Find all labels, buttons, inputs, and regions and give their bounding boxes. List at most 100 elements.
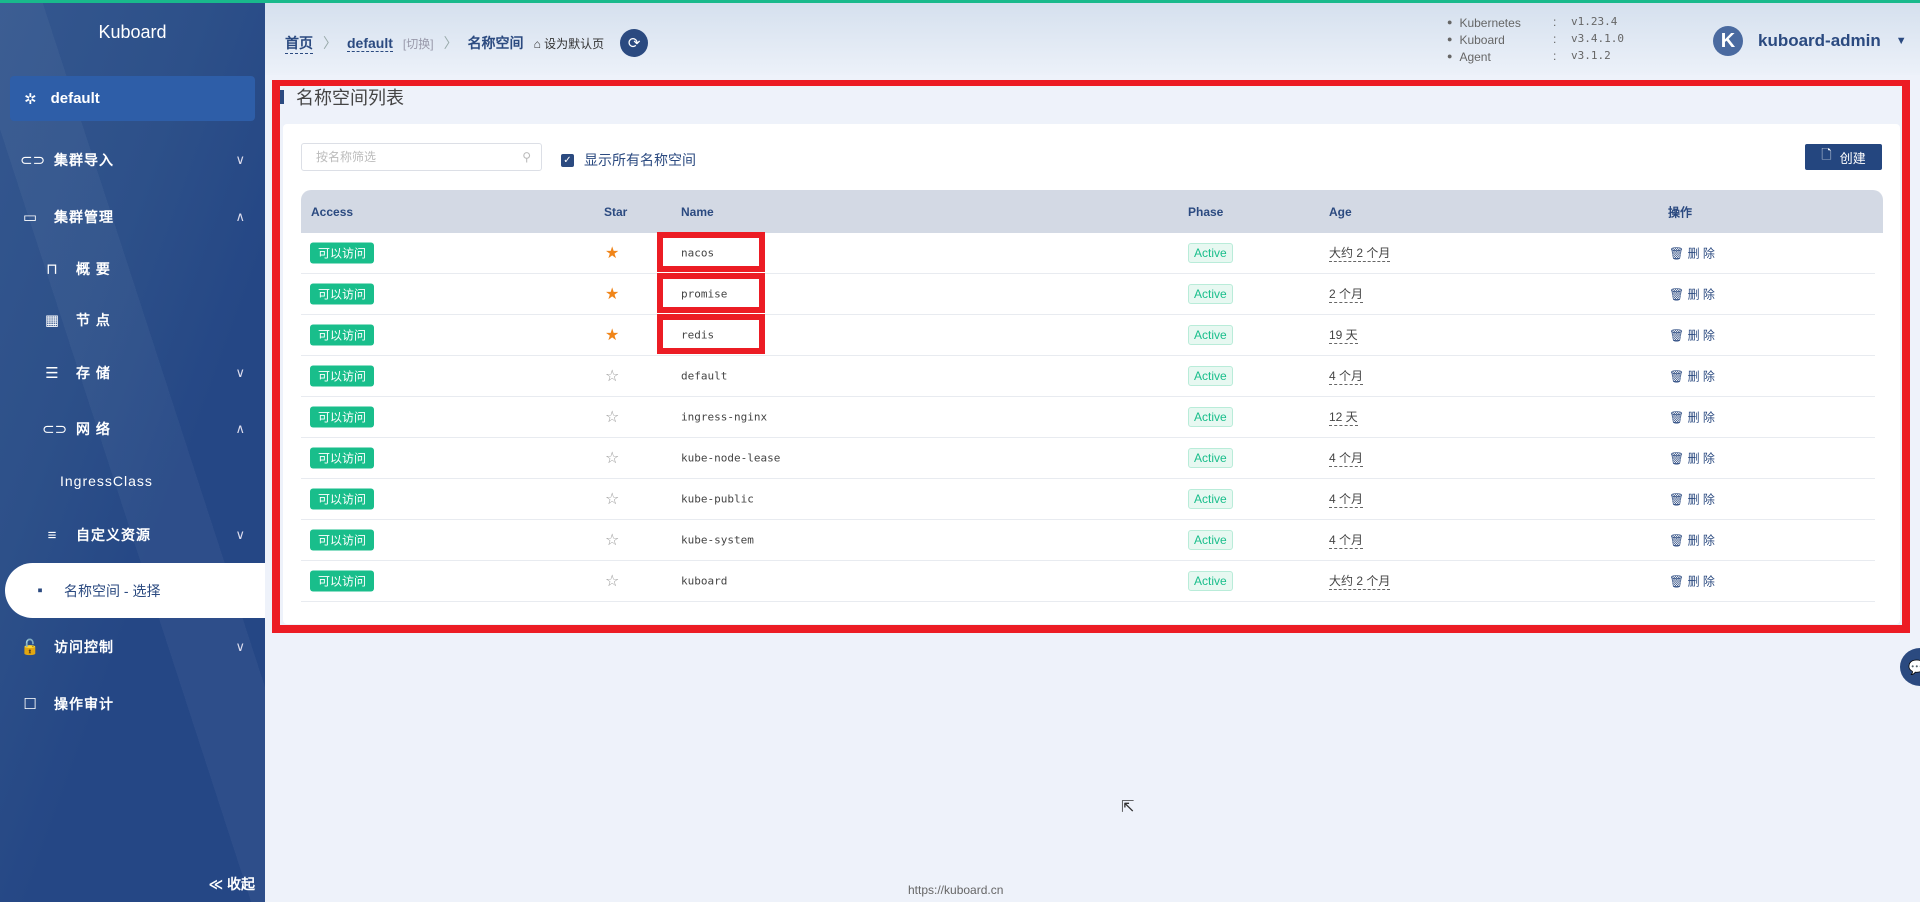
top-accent-line — [0, 0, 1920, 3]
star-outline-icon[interactable]: ☆ — [605, 368, 620, 385]
version-value: v3.4.1.0 — [1571, 32, 1624, 45]
namespace-name[interactable]: kube-public — [681, 492, 754, 506]
sidebar-item[interactable]: IngressClass — [0, 461, 265, 501]
sidebar-item[interactable]: ▭ 集群管理 ∧ — [0, 197, 265, 237]
phase-badge: Active — [1188, 243, 1233, 263]
sidebar-item[interactable]: ▦ 节 点 — [0, 300, 265, 340]
sidebar-item[interactable]: ≡ 自定义资源 ∨ — [0, 515, 265, 555]
delete-button[interactable]: 🗑 删 除 — [1669, 246, 1715, 261]
access-badge: 可以访问 — [310, 488, 375, 510]
name-filter-input[interactable]: 按名称筛选 ⚲ — [301, 143, 542, 171]
refresh-button[interactable]: ⟳ — [620, 29, 649, 57]
age-value: 19 天 — [1329, 328, 1358, 344]
table-row: 可以访问 ☆ kube-system Active 4 个月 🗑 删 除 — [301, 520, 1875, 561]
phase-badge: Active — [1188, 571, 1233, 591]
table-row: 可以访问 ☆ kube-public Active 4 个月 🗑 删 除 — [301, 479, 1875, 520]
namespace-name[interactable]: ingress-nginx — [681, 410, 768, 424]
star-outline-icon[interactable]: ☆ — [605, 532, 620, 549]
version-row: Kubernetes: v1.23.4 — [1447, 14, 1624, 31]
namespace-name[interactable]: kube-system — [681, 533, 754, 547]
delete-button[interactable]: 🗑 删 除 — [1669, 492, 1715, 507]
col-name: Name — [681, 204, 714, 219]
gear-icon: ✲ — [24, 90, 37, 108]
sidebar-item-label: 存 储 — [76, 365, 111, 381]
switch-namespace-link[interactable]: [切换] — [402, 36, 434, 51]
sidebar-item[interactable]: 🔓 访问控制 ∨ — [0, 627, 265, 667]
sidebar-item[interactable]: ▪ 名称空间 - 选择 — [5, 563, 265, 618]
delete-button[interactable]: 🗑 删 除 — [1669, 410, 1715, 425]
star-filled-icon[interactable]: ★ — [605, 245, 620, 262]
sidebar-item-label: IngressClass — [60, 473, 153, 489]
collapse-button[interactable]: ≪ 收起 — [208, 876, 255, 892]
delete-button[interactable]: 🗑 删 除 — [1669, 533, 1715, 548]
version-value: v3.1.2 — [1571, 49, 1611, 62]
namespace-name[interactable]: kuboard — [681, 574, 728, 588]
namespace-selector[interactable]: ✲ default — [10, 76, 255, 121]
lock-icon: 🔓 — [20, 639, 40, 656]
delete-button[interactable]: 🗑 删 除 — [1669, 369, 1715, 384]
namespace-label: default — [50, 90, 100, 107]
breadcrumb-home[interactable]: 首页 — [285, 33, 313, 54]
chevron-down-icon: ∨ — [235, 639, 245, 654]
star-filled-icon[interactable]: ★ — [605, 327, 620, 344]
sliders-icon: ≡ — [47, 526, 57, 544]
access-badge: 可以访问 — [310, 283, 375, 305]
star-filled-icon[interactable]: ★ — [605, 286, 620, 303]
sidebar-item[interactable]: ☐ 操作审计 — [0, 684, 265, 724]
version-key: Kubernetes — [1447, 14, 1553, 31]
show-all-checkbox[interactable]: ✓ 显示所有名称空间 — [561, 150, 696, 170]
namespace-name[interactable]: kube-node-lease — [681, 451, 781, 465]
table-row: 可以访问 ☆ default Active 4 个月 🗑 删 除 — [301, 356, 1875, 397]
link-icon: ⊂⊃ — [20, 152, 46, 169]
phase-badge: Active — [1188, 325, 1233, 345]
trash-icon: 🗑 — [1669, 287, 1685, 302]
namespace-table: 可以访问 ★ nacos Active 大约 2 个月 🗑 删 除可以访问 ★ … — [301, 232, 1875, 602]
delete-button[interactable]: 🗑 删 除 — [1669, 287, 1715, 302]
chevron-right-icon: 〉 — [443, 35, 458, 51]
delete-button[interactable]: 🗑 删 除 — [1669, 574, 1715, 589]
delete-button[interactable]: 🗑 删 除 — [1669, 451, 1715, 466]
header: 首页 〉 default [切换] 〉 名称空间 ⌂ 设为默认页 ⟳ Kuber… — [265, 3, 1920, 75]
user-menu[interactable]: K kuboard-admin ▼ — [1713, 26, 1907, 56]
version-row: Agent: v3.1.2 — [1447, 48, 1624, 65]
table-row: 可以访问 ☆ kube-node-lease Active 4 个月 🗑 删 除 — [301, 438, 1875, 479]
separator: : — [1553, 49, 1557, 63]
apps-icon: ▪ — [37, 582, 43, 599]
col-access: Access — [311, 204, 354, 219]
star-outline-icon[interactable]: ☆ — [605, 573, 620, 590]
chevron-right-icon: 〉 — [323, 35, 337, 51]
age-value: 大约 2 个月 — [1329, 246, 1391, 262]
trash-icon: 🗑 — [1669, 369, 1685, 384]
star-outline-icon[interactable]: ☆ — [605, 409, 620, 426]
star-outline-icon[interactable]: ☆ — [605, 450, 620, 467]
trash-icon: 🗑 — [1669, 492, 1685, 507]
chevron-down-icon: ∨ — [235, 527, 245, 542]
star-outline-icon[interactable]: ☆ — [605, 491, 620, 508]
namespace-name[interactable]: promise — [681, 287, 728, 301]
sidebar-item[interactable]: ⊂⊃ 网 络 ∧ — [0, 409, 265, 449]
access-badge: 可以访问 — [310, 365, 375, 387]
sidebar-item-label: 网 络 — [76, 421, 111, 437]
col-age: Age — [1329, 204, 1352, 219]
breadcrumb-namespace[interactable]: default — [347, 34, 393, 52]
chat-icon[interactable]: 💬 — [1900, 648, 1920, 686]
phase-badge: Active — [1188, 448, 1233, 468]
namespace-name[interactable]: nacos — [681, 246, 715, 260]
footer-link[interactable]: https://kuboard.cn — [908, 883, 1004, 897]
create-button[interactable]: 🗋 创建 — [1805, 144, 1882, 170]
grid-icon: ▦ — [44, 312, 60, 329]
chevron-down-icon: ∨ — [235, 152, 245, 167]
age-value: 2 个月 — [1329, 287, 1364, 303]
sidebar-item-label: 访问控制 — [54, 639, 114, 655]
table-row: 可以访问 ☆ ingress-nginx Active 12 天 🗑 删 除 — [301, 397, 1875, 438]
sidebar-item[interactable]: ⊓ 概 要 — [0, 249, 265, 289]
namespace-name[interactable]: redis — [681, 328, 715, 342]
set-default-page[interactable]: ⌂ 设为默认页 — [533, 36, 605, 51]
sidebar-item[interactable]: ☰ 存 储 ∨ — [0, 353, 265, 393]
delete-button[interactable]: 🗑 删 除 — [1669, 328, 1715, 343]
sidebar-item[interactable]: ⊂⊃ 集群导入 ∨ — [0, 140, 265, 180]
link-icon: ⊂⊃ — [42, 421, 68, 438]
table-header: Access Star Name Phase Age 操作 — [301, 190, 1883, 233]
separator: : — [1553, 32, 1557, 46]
namespace-name[interactable]: default — [681, 369, 728, 383]
